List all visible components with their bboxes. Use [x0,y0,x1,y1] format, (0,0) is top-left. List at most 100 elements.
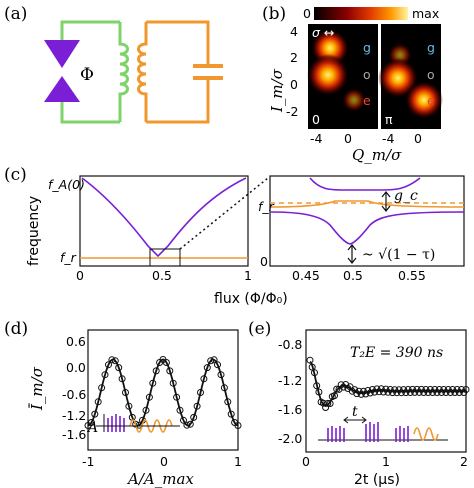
colorbar [314,7,408,20]
scaling-arrowheads [347,244,357,264]
colorbar-max-label: max [412,6,439,21]
e-xtick-2: 2 [460,454,468,469]
gc-label: g_c [394,188,418,204]
c-zoom-box [149,248,181,267]
sigma-scale-label: σ ↔ [312,25,334,40]
e-data-point [324,399,332,407]
c-zoom-connector [179,177,269,250]
e-pulse-inset [318,416,448,442]
circuit-diagram: Φ [44,20,223,124]
d-axes [87,329,239,451]
b-ylabel: I_m/σ [268,68,286,113]
d-rabi-plot [84,356,242,429]
b-xtick-left-m4: -4 [310,131,323,146]
d-data-point [197,389,204,396]
subpanel-pi-label: π [385,112,393,127]
e-ytick-m12: -1.2 [278,373,302,388]
green-coil [118,22,129,122]
subpanel-0-label: 0 [312,112,320,127]
e-ytick-m16: -1.6 [278,402,302,417]
d-pulse-label: A [86,420,98,436]
e-ytick-m08: -0.8 [278,337,302,352]
b-xtick-right-m4: -4 [382,131,395,146]
d-data-point [162,359,170,366]
e-title: T₂E = 390 ns [350,345,443,361]
b-ytick-2: 2 [290,50,298,65]
green-loop [60,20,120,124]
d-data-point [111,357,119,365]
state-e-label-pi: e [427,93,435,108]
e-data-point [462,386,470,393]
d-data-point [145,393,153,401]
e-pulse-label: t [352,404,358,420]
d-data-point [105,361,112,369]
blob-0-bottom [342,88,366,112]
c-xtick-0: 0 [76,268,84,283]
junction-top [44,40,80,68]
junction-bottom [44,76,80,102]
e-data-point [306,356,314,364]
c-left-axes [79,175,249,267]
c-left-qubit-curve [81,177,247,258]
c-xlabel: flux (Φ/Φ₀) [214,291,288,307]
d-ytick-m16: -1.6 [62,427,86,442]
d-xtick-0: 0 [160,454,168,469]
state-o-label: o [363,67,371,82]
panel-d-label: (d) [4,319,28,339]
c-ylabel: frequency [26,196,42,266]
d-data-point [173,393,181,401]
d-data-point [214,361,221,369]
c-ytick-fa0: f_A(0) [48,177,85,192]
e-data-point [351,386,359,394]
e-data-point [333,385,341,393]
e-data-point [311,369,318,377]
c-right-lower-branch-purple [269,211,465,245]
panel-c-label: (c) [4,165,27,185]
b-ytick-4: 4 [290,24,298,39]
colorbar-min-label: 0 [303,6,311,21]
d-data-point [180,416,187,424]
d-data-point [101,371,109,379]
e-xtick-0: 0 [302,454,310,469]
blob-0-middle [307,54,349,96]
d-data-point [152,367,160,375]
d-data-point [94,398,102,406]
d-data-point [98,384,106,392]
d-xlabel: A/A_max [126,470,194,488]
c-right-xtick-045: 0.45 [292,268,320,283]
d-data-point [207,357,215,365]
e-data-point [353,390,361,398]
d-data-point [220,384,228,392]
d-data-point [115,364,123,372]
d-ytick-06: 0.6 [66,334,86,349]
e-data-point [313,382,321,390]
b-xtick-right-0: 0 [414,131,422,146]
d-xtick-m1: -1 [82,454,94,469]
c-right-ytick-fr: f_r [258,199,275,214]
d-data-point [122,389,129,396]
c-right-xtick-055: 0.55 [398,268,426,283]
gc-arrowheads [381,191,391,212]
b-xtick-left-0: 0 [344,131,352,146]
d-data-point [91,410,99,418]
d-data-point [142,406,150,414]
d-xtick-1: 1 [234,454,242,469]
e-echo-plot [306,356,470,411]
e-data-point [362,390,370,398]
e-ytick-m20: -2.0 [278,431,302,446]
d-data-point [166,367,174,375]
d-pulse-inset [96,414,180,433]
d-data-point [200,375,208,383]
d-data-point [108,356,116,364]
e-xtick-1: 1 [382,454,390,469]
c-ytick-fr: f_r [60,250,77,265]
d-data-point [169,379,177,387]
d-ylabel: Ī_m/σ [28,366,46,411]
panel-b-label: (b) [262,4,286,24]
b-ytick-m2: -2 [286,104,298,119]
e-data-point [322,404,330,411]
c-xtick-1: 1 [244,268,252,283]
e-data-point [315,388,323,396]
c-right-ytick-0: 0 [260,254,268,269]
d-data-point [234,422,242,429]
